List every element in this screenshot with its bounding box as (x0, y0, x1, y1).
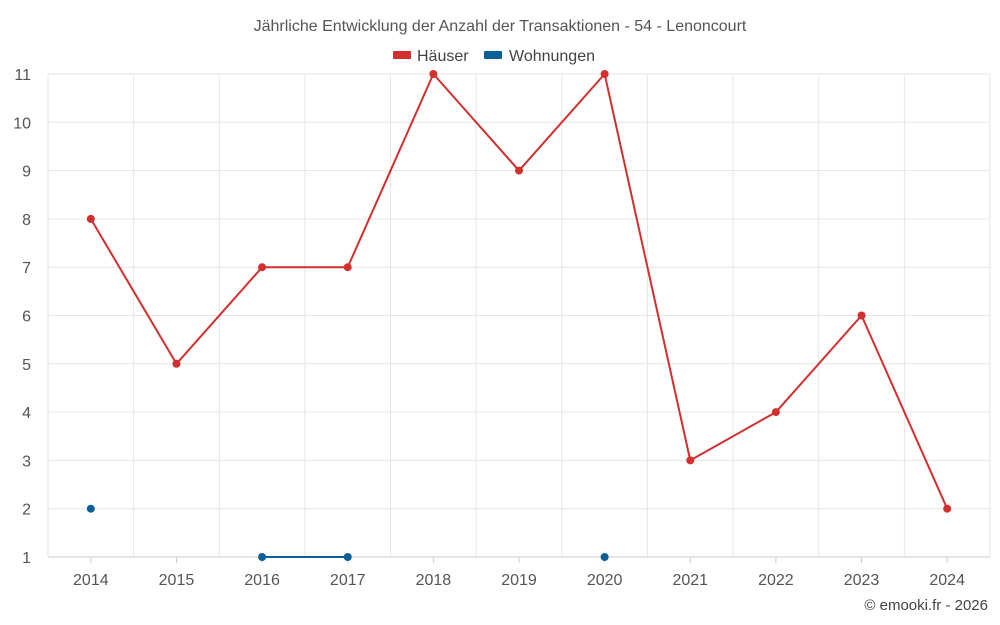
x-tick-label: 2016 (244, 572, 280, 589)
x-tick-label: 2015 (159, 572, 195, 589)
y-tick-label: 4 (22, 405, 31, 422)
series (86, 70, 952, 561)
legend-item-wohnungen[interactable]: Wohnungen (484, 48, 595, 65)
data-point-haeuser[interactable] (686, 456, 695, 465)
y-tick-label: 1 (22, 550, 31, 567)
data-point-haeuser[interactable] (515, 166, 523, 175)
y-tick-label: 2 (22, 502, 31, 519)
legend-label-haeuser: Häuser (417, 48, 469, 65)
y-axis-ticks: 1 2 3 4 5 6 7 8 9 10 11 (13, 67, 31, 567)
credit-text: © emooki.fr - 2026 (864, 597, 988, 614)
data-point-wohnungen[interactable] (86, 504, 95, 513)
x-tick-label: 2018 (416, 572, 452, 589)
data-point-wohnungen[interactable] (258, 553, 267, 561)
y-tick-label: 7 (22, 260, 31, 277)
legend-item-haeuser[interactable]: Häuser (393, 48, 469, 65)
series-wohnungen (86, 504, 609, 561)
x-axis-ticks: 2014 2015 2016 2017 2018 2019 2020 2021 2022 2023… (73, 557, 965, 589)
data-point-haeuser[interactable] (771, 408, 780, 417)
y-tick-label: 6 (22, 309, 31, 326)
grid (47, 73, 991, 558)
series-haeuser (86, 70, 952, 513)
y-tick-label: 11 (14, 67, 31, 84)
data-point-wohnungen[interactable] (600, 553, 609, 561)
data-point-haeuser[interactable] (258, 263, 267, 272)
data-point-haeuser[interactable] (343, 263, 352, 272)
x-tick-label: 2023 (844, 572, 880, 589)
y-tick-label: 5 (22, 357, 31, 374)
data-point-haeuser[interactable] (86, 214, 95, 223)
chart-title: Jährliche Entwicklung der Anzahl der Tra… (254, 18, 747, 35)
x-tick-label: 2014 (73, 572, 109, 589)
legend-label-wohnungen: Wohnungen (509, 48, 595, 65)
y-tick-label: 8 (22, 212, 31, 229)
x-tick-label: 2017 (330, 572, 366, 589)
x-tick-label: 2024 (929, 572, 965, 589)
x-tick-label: 2020 (587, 572, 623, 589)
legend-swatch-haeuser (393, 51, 411, 59)
x-tick-label: 2021 (672, 572, 708, 589)
data-point-haeuser[interactable] (943, 504, 952, 513)
data-point-haeuser[interactable] (600, 70, 609, 78)
y-tick-label: 3 (22, 453, 31, 470)
data-point-haeuser[interactable] (857, 311, 866, 320)
data-point-haeuser[interactable] (429, 70, 438, 78)
x-tick-label: 2022 (758, 572, 794, 589)
y-tick-label: 10 (13, 115, 31, 132)
y-tick-label: 9 (22, 164, 31, 181)
legend-swatch-wohnungen (484, 51, 502, 59)
data-point-wohnungen[interactable] (343, 553, 352, 561)
x-tick-label: 2019 (501, 572, 537, 589)
legend[interactable]: Häuser Wohnungen (393, 48, 595, 65)
data-point-haeuser[interactable] (172, 359, 181, 368)
